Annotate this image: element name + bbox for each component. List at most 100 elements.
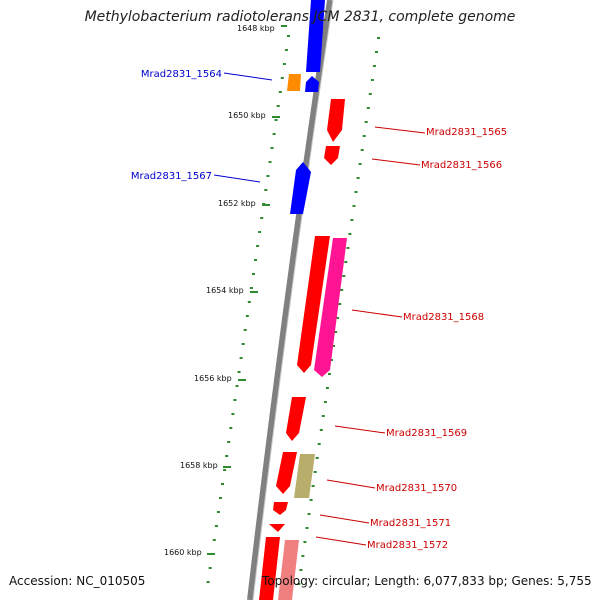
scale-tick-1656	[238, 379, 246, 381]
gc-skew-dot	[231, 413, 235, 415]
gc-skew-dot	[370, 79, 374, 81]
gc-skew-dot	[278, 91, 282, 93]
gc-skew-dot	[344, 261, 348, 263]
gc-skew-dot	[264, 189, 268, 191]
scale-label-1654: 1654 kbp	[206, 286, 244, 295]
gene-mrad2831-1568-pink[interactable]	[314, 238, 347, 377]
gc-skew-dot	[377, 37, 380, 39]
callout-lines	[213, 72, 426, 546]
gene-blue-small[interactable]	[305, 76, 319, 92]
accession-text: Accession: NC_010505	[9, 574, 146, 588]
gene-mrad2831-1570-khaki[interactable]	[294, 454, 315, 498]
scale-label-1658: 1658 kbp	[180, 461, 218, 470]
callout-line-1568	[351, 309, 403, 318]
gc-skew-dot	[368, 93, 372, 95]
gene-blue-top[interactable]	[306, 0, 325, 72]
scale-label-1656: 1656 kbp	[194, 374, 232, 383]
gene-label-1570[interactable]: Mrad2831_1570	[376, 483, 457, 494]
gene-mrad2831-1567[interactable]	[290, 162, 311, 214]
scale-label-1650: 1650 kbp	[228, 111, 266, 120]
gc-skew-dot	[260, 217, 264, 219]
scale-tick-1650	[272, 116, 280, 118]
gc-skew-dot	[287, 35, 290, 37]
gc-skew-dot	[360, 149, 364, 151]
gc-skew-dot	[225, 455, 229, 457]
gc-skew-dot	[301, 555, 305, 557]
gc-skew-dot	[313, 471, 317, 473]
gene-mrad2831-1572[interactable]	[269, 524, 285, 532]
gene-mrad2831-1566[interactable]	[324, 146, 340, 165]
gc-skew-dot	[256, 245, 260, 247]
gene-red-bottom[interactable]	[259, 537, 280, 600]
gc-skew-dot	[309, 499, 313, 501]
gc-skew-dot	[221, 483, 224, 485]
callout-line-1569	[334, 425, 386, 434]
gc-skew-dot	[323, 401, 327, 403]
gene-label-1571[interactable]: Mrad2831_1571	[370, 518, 451, 529]
scale-tick-1658	[223, 466, 231, 468]
scale-labels: 1648 kbp 1650 kbp 1652 kbp 1654 kbp 1656…	[164, 24, 287, 557]
gene-label-1564[interactable]: Mrad2831_1564	[141, 69, 222, 80]
gene-label-1569[interactable]: Mrad2831_1569	[386, 428, 467, 439]
backbone-arc-highlight	[252, 0, 334, 600]
gc-skew-dot	[311, 485, 315, 487]
gene-label-1567[interactable]: Mrad2831_1567	[131, 171, 212, 182]
gc-skew-dot	[274, 119, 278, 121]
map-title: Methylobacterium radiotolerans JCM 2831,…	[84, 9, 516, 25]
gc-skew-dot	[366, 107, 370, 109]
callout-line-1566	[371, 158, 421, 166]
gc-skew-dot	[354, 191, 358, 193]
gc-skew-dot	[216, 511, 220, 513]
gc-skew-dot	[303, 541, 307, 543]
gc-skew-dot	[237, 371, 241, 373]
gene-mrad2831-1564[interactable]	[287, 74, 301, 91]
gc-skew-dot	[233, 399, 237, 401]
gc-skew-dot	[317, 443, 321, 445]
gene-label-1565[interactable]: Mrad2831_1565	[426, 127, 507, 138]
gc-skew-dot	[330, 359, 333, 361]
gc-skew-dot	[270, 147, 274, 149]
gc-skew-dot	[348, 233, 352, 235]
gene-label-1568[interactable]: Mrad2831_1568	[403, 312, 484, 323]
genome-summary-text: Topology: circular; Length: 6,077,833 bp…	[262, 574, 592, 588]
gene-mrad2831-1565[interactable]	[327, 99, 345, 142]
gc-skew-dot	[358, 163, 362, 165]
gene-labels: Mrad2831_1564 Mrad2831_1567 Mrad2831_156…	[131, 69, 507, 551]
scale-tick-1652	[262, 204, 270, 206]
gene-label-1572[interactable]: Mrad2831_1572	[367, 540, 448, 551]
gene-mrad2831-1568-red[interactable]	[297, 236, 330, 373]
gc-skew-dot	[340, 289, 344, 291]
gene-light-red-bottom[interactable]	[278, 540, 299, 600]
gc-skew-dot	[319, 429, 323, 431]
gc-skew-dot	[315, 457, 319, 459]
gc-skew-dot	[334, 331, 338, 333]
gc-skew-dot	[206, 581, 210, 583]
gene-features	[259, 0, 347, 600]
gc-skew-dot	[282, 63, 286, 65]
gc-skew-dot	[362, 135, 366, 137]
gc-skew-dot	[272, 133, 276, 135]
gc-skew-dot	[336, 317, 340, 319]
gc-skew-dot	[321, 415, 325, 417]
gc-skew-dot	[364, 121, 368, 123]
gc-skew-dot	[268, 161, 272, 163]
gene-label-1566[interactable]: Mrad2831_1566	[421, 160, 502, 171]
gc-skew-dot	[372, 65, 376, 67]
gene-mrad2831-1570-red[interactable]	[276, 452, 297, 494]
callout-line-1570	[326, 479, 376, 489]
gene-mrad2831-1571[interactable]	[273, 502, 288, 515]
gc-skew-dot	[245, 315, 249, 317]
gc-skew-dot	[223, 469, 227, 471]
gc-skew-dot	[258, 231, 262, 233]
gene-mrad2831-1569[interactable]	[286, 397, 306, 441]
gc-skew-dot	[299, 569, 303, 571]
scale-tick-1660	[207, 553, 215, 555]
gc-skew-dot	[280, 77, 284, 79]
gc-skew-dot	[276, 105, 280, 107]
gc-skew-dot	[284, 49, 288, 51]
gc-skew-dot	[208, 567, 212, 569]
gc-skew-dot	[229, 427, 233, 429]
gc-skew-dot	[235, 385, 239, 387]
